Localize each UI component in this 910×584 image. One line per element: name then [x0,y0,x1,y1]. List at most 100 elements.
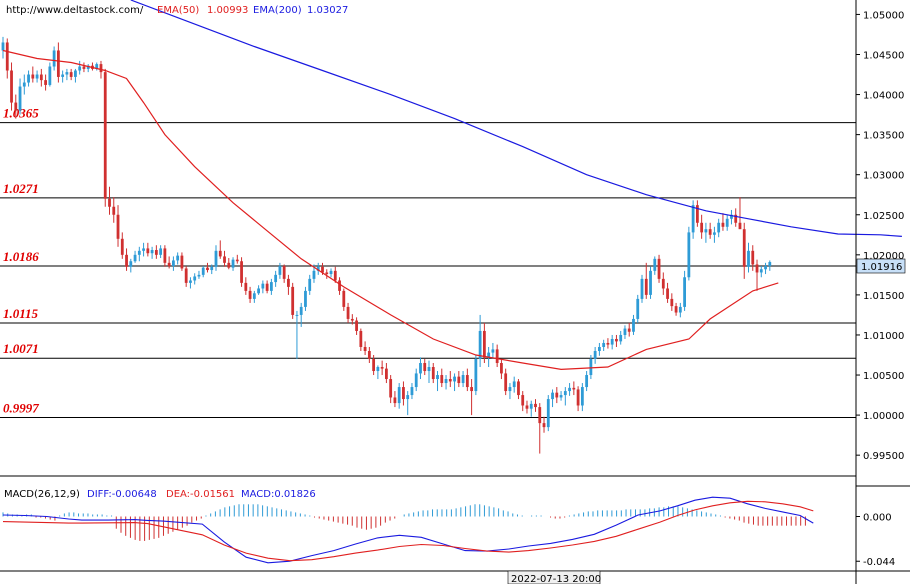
macd-dea-label: DEA:-0.01561 [166,489,235,500]
candle-body [657,258,661,279]
candle-body [517,381,520,396]
candle-body [670,298,674,307]
candle-body [725,218,729,227]
candle-body [491,349,495,353]
candle-body [312,270,316,279]
macd-tick-label: 0.000 [863,513,892,524]
candle-body [133,254,137,262]
candle-body [197,274,201,277]
candle-body [627,328,631,332]
level-label: 1.0115 [3,306,39,321]
candle-body [82,66,86,69]
candle-body [252,293,256,299]
candle-body [448,379,452,382]
candle-body [321,266,324,273]
candle-body [193,276,197,281]
ema50-line [2,49,779,371]
candle-body [764,266,767,270]
price-tick-label: 1.00000 [863,411,904,422]
candle-body [559,395,563,398]
candle-body [22,82,26,87]
price-tick-label: 1.00500 [863,371,904,382]
candle-body [214,250,218,267]
candle-body [465,375,469,388]
candle-body [350,318,354,321]
candle-body [482,330,486,358]
candle-body [304,290,307,307]
candle-body [176,255,180,261]
candle-body [31,74,35,79]
level-label: 1.0365 [3,106,39,121]
candle-body [342,290,346,307]
candle-body [244,282,248,291]
candle-body [18,86,22,111]
candle-body [125,254,128,267]
candle-body [295,314,299,316]
candle-body [346,306,350,319]
candle-body [359,330,363,347]
candle-body [27,74,30,83]
candle-body [457,376,461,384]
candle-body [610,338,614,345]
candle-body [738,222,742,230]
candle-body [402,387,405,400]
candle-body [742,229,746,267]
candle-body [431,367,435,380]
candle-body [376,367,380,372]
macd-diff-label: DIFF:-0.00648 [87,489,157,500]
candle-body [619,334,623,342]
candle-body [218,250,222,257]
candle-body [172,260,175,267]
candle-body [189,280,192,283]
price-tick-label: 1.01500 [863,291,904,302]
candle-body [734,214,738,223]
candle-body [257,288,260,294]
macd-title: MACD(26,12,9) [4,489,80,500]
candle-body [414,373,418,388]
candle-body [423,363,427,372]
candle-body [367,350,371,360]
candle-body [598,346,601,351]
candle-body [35,74,39,79]
candle-body [129,261,133,267]
candle-body [759,269,763,273]
candle-body [231,259,235,268]
candle-body [534,403,537,408]
candle-body [86,65,90,69]
candle-body [206,267,209,271]
candle-body [563,391,567,396]
candle-body [223,256,226,263]
candle-body [61,74,65,77]
candle-body [444,379,448,384]
candle-body [751,250,755,265]
candle-body [406,395,410,400]
candle-body [380,367,384,369]
candle-body [478,330,482,360]
site-url[interactable]: http://www.deltastock.com/ [6,5,144,16]
candle-body [329,270,333,275]
macd-value-label: MACD:0.01826 [241,489,316,500]
candle-body [137,250,141,255]
candle-body [683,277,686,307]
candle-body [538,407,542,424]
candle-body [180,255,184,269]
candle-body [546,399,550,428]
candle-body [542,423,546,428]
candle-body [325,272,329,275]
ema-lines [2,0,902,371]
candle-body [95,64,99,69]
candle-body [227,262,231,268]
candle-body [48,66,52,85]
candle-body [708,229,712,235]
candle-body [695,205,699,223]
price-levels: 1.0365 1.0271 1.0186 1.0115 1.0071 0.9997 [0,106,856,419]
price-tick-label: 1.04500 [863,50,904,61]
candle-body [338,280,341,291]
candle-body [470,387,473,392]
candle-body [636,298,640,319]
candle-body [372,359,376,372]
candle-body [163,248,167,263]
ema50-value: 1.00993 [207,5,248,16]
ema200-value: 1.03027 [307,5,348,16]
candle-body [461,375,465,384]
